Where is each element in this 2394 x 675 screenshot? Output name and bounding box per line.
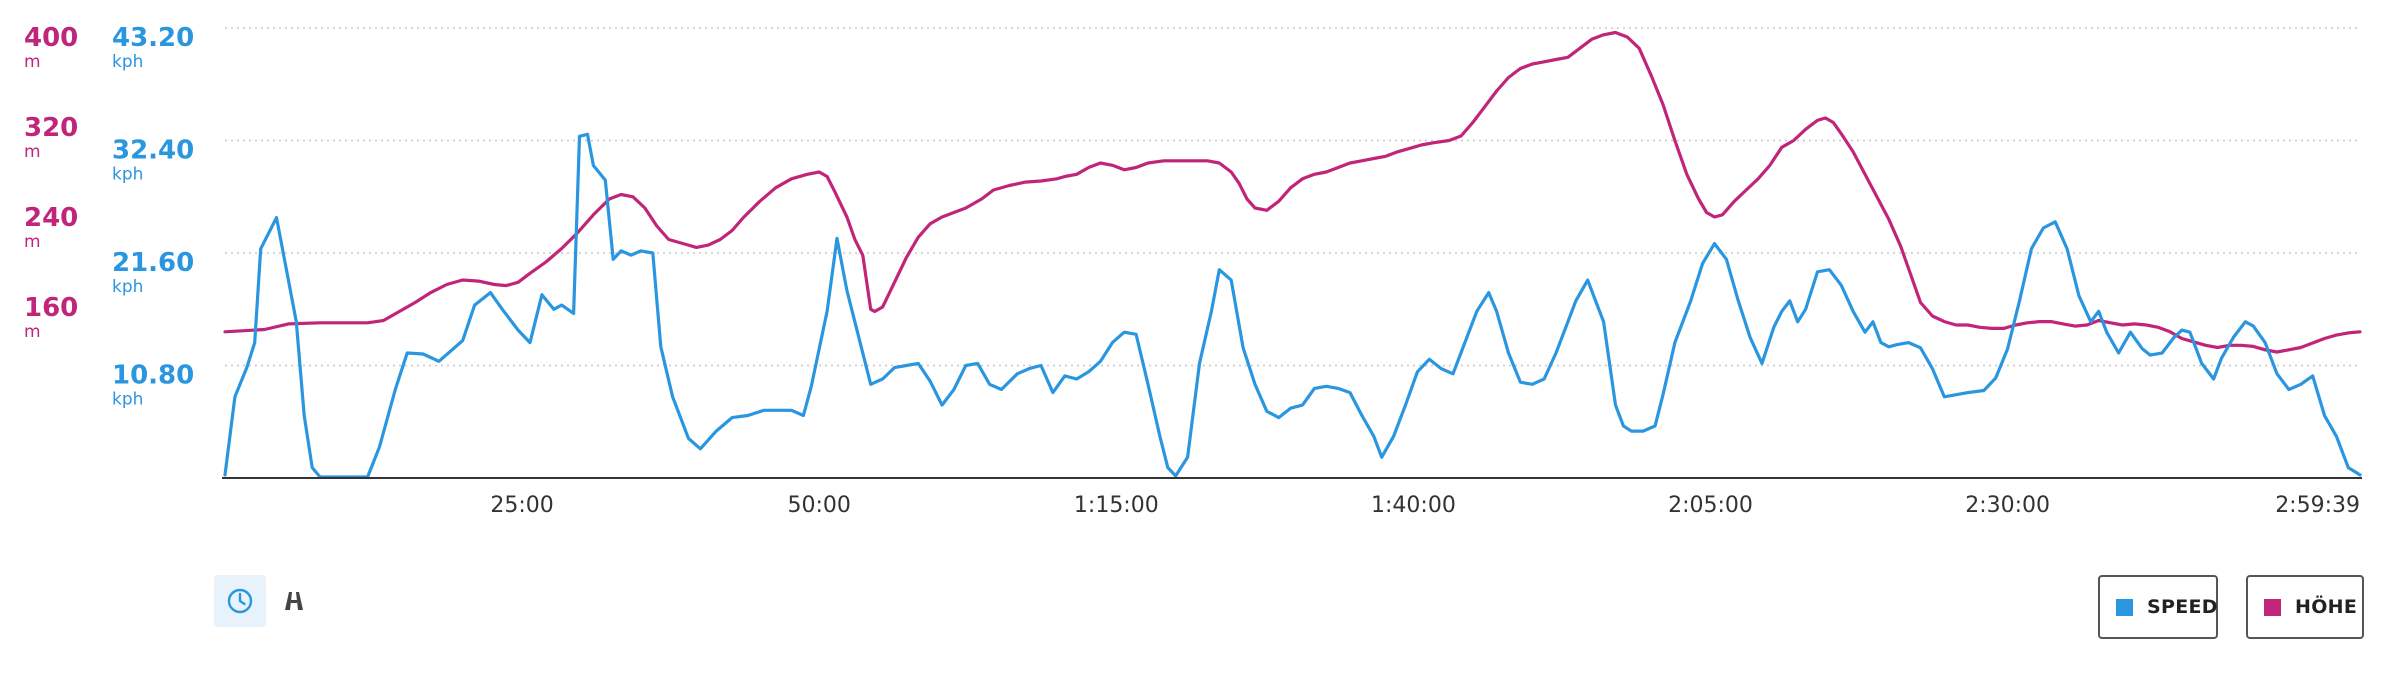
x-axis-ticks: 25:00 50:00 1:15:00 1:40:00 2:05:00 2:30:00 2:…	[490, 493, 2360, 518]
x-tick-label: 2:30:00	[1965, 493, 2050, 518]
elevation-axis-unit: m	[24, 52, 41, 72]
speed-color-swatch	[2116, 598, 2133, 616]
legend-speed-label: SPEED	[2147, 596, 2218, 618]
x-tick-label: 2:59:39	[2275, 493, 2360, 518]
speed-axis-unit: kph	[112, 165, 143, 185]
speed-axis-unit: kph	[112, 277, 143, 297]
x-tick-label: 2:05:00	[1668, 493, 1753, 518]
elevation-axis-unit: m	[24, 322, 41, 342]
distance-mode-button[interactable]	[268, 575, 320, 627]
clock-icon	[227, 588, 253, 614]
speed-axis-value: 21.60	[112, 248, 194, 278]
y-axis-labels: 160m240m320m400m10.80kph21.60kph32.40kph…	[24, 23, 194, 410]
legend-elevation-toggle[interactable]: HÖHE	[2246, 575, 2364, 639]
legend-speed-toggle[interactable]: SPEED	[2098, 575, 2218, 639]
speed-axis-value: 32.40	[112, 136, 194, 166]
elevation-axis-value: 160	[24, 293, 78, 323]
elevation-axis-value: 400	[24, 23, 78, 53]
speed-axis-value: 43.20	[112, 23, 194, 53]
speed-axis-unit: kph	[112, 52, 143, 72]
elevation-axis-unit: m	[24, 142, 41, 162]
elevation-series-line	[223, 30, 2362, 354]
x-tick-label: 25:00	[490, 493, 553, 518]
grid-lines	[225, 27, 2360, 367]
speed-series-line	[223, 132, 2362, 479]
road-icon	[285, 592, 303, 610]
x-tick-label: 1:40:00	[1371, 493, 1456, 518]
elevation-color-swatch	[2264, 598, 2281, 616]
speed-axis-value: 10.80	[112, 361, 194, 391]
legend-elevation-label: HÖHE	[2295, 596, 2358, 618]
x-tick-label: 50:00	[788, 493, 851, 518]
x-tick-label: 1:15:00	[1074, 493, 1159, 518]
time-mode-button[interactable]	[214, 575, 266, 627]
elevation-axis-value: 320	[24, 113, 78, 143]
speed-axis-unit: kph	[112, 390, 143, 410]
series-lines	[223, 30, 2362, 479]
elevation-axis-unit: m	[24, 232, 41, 252]
elevation-axis-value: 240	[24, 203, 78, 233]
